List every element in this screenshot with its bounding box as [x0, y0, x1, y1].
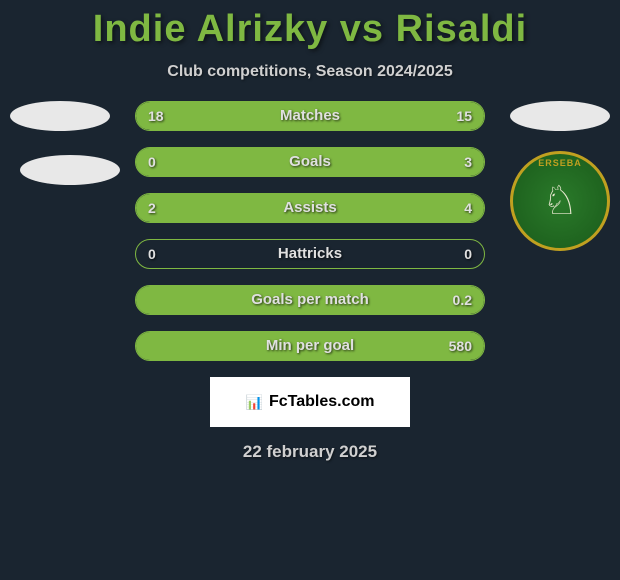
ellipse-placeholder-icon — [510, 101, 610, 131]
footer-brand-text: FcTables.com — [269, 393, 375, 411]
club-badge-icon: ERSEBA ♘ — [510, 151, 610, 251]
stat-value-right: 0 — [464, 240, 472, 268]
page-title: Indie Alrizky vs Risaldi — [0, 0, 620, 51]
stat-value-right: 4 — [464, 194, 472, 222]
stat-value-right: 580 — [449, 332, 472, 360]
ellipse-placeholder-icon — [10, 101, 110, 131]
stat-label: Goals — [136, 148, 484, 176]
footer-date: 22 february 2025 — [0, 442, 620, 462]
chart-icon: 📊 — [246, 394, 263, 411]
player2-badge: ERSEBA ♘ — [510, 151, 610, 251]
stat-value-right: 0.2 — [453, 286, 472, 314]
footer-brand: 📊 FcTables.com — [210, 377, 410, 427]
comparison-section: ERSEBA ♘ 18Matches150Goals32Assists40Hat… — [0, 101, 620, 361]
stat-label: Hattricks — [136, 240, 484, 268]
stat-row: 0Goals3 — [135, 147, 485, 177]
stat-row: 2Assists4 — [135, 193, 485, 223]
badge-emblem-icon: ♘ — [542, 178, 578, 224]
stat-label: Goals per match — [136, 286, 484, 314]
subtitle: Club competitions, Season 2024/2025 — [0, 63, 620, 81]
ellipse-placeholder-icon — [20, 155, 120, 185]
stat-row: Goals per match0.2 — [135, 285, 485, 315]
stat-row: Min per goal580 — [135, 331, 485, 361]
stat-label: Matches — [136, 102, 484, 130]
stat-row: 0Hattricks0 — [135, 239, 485, 269]
stat-value-right: 3 — [464, 148, 472, 176]
stat-label: Assists — [136, 194, 484, 222]
stat-label: Min per goal — [136, 332, 484, 360]
stat-value-right: 15 — [456, 102, 472, 130]
badge-text: ERSEBA — [538, 158, 582, 168]
stat-row: 18Matches15 — [135, 101, 485, 131]
player1-logo-2 — [20, 155, 120, 255]
stats-list: 18Matches150Goals32Assists40Hattricks0Go… — [135, 101, 485, 361]
